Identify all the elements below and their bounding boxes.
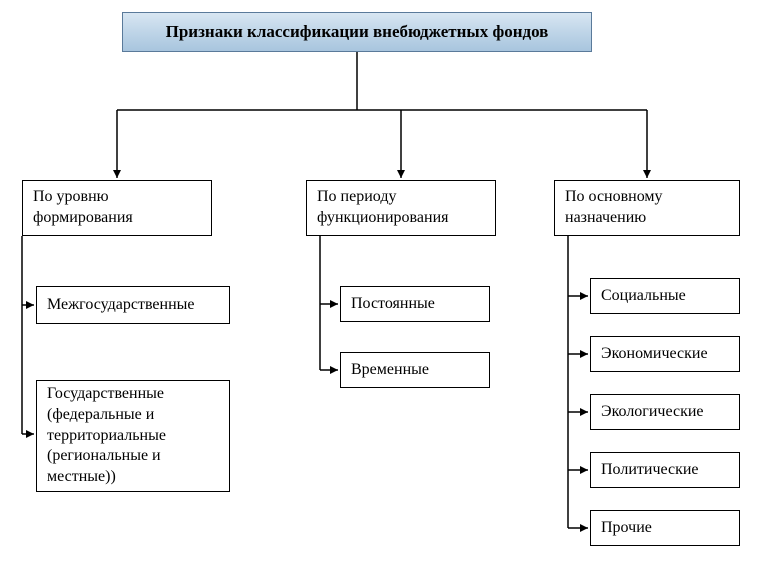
leaf-b2c1: Постоянные (340, 286, 490, 322)
diagram-title: Признаки классификации внебюджетных фонд… (122, 12, 592, 52)
leaf-b1c1: Межгосударственные (36, 286, 230, 324)
leaf-b3c5: Прочие (590, 510, 740, 546)
branch-header-b2: По периоду функционирования (306, 180, 496, 236)
leaf-b3c1: Социальные (590, 278, 740, 314)
leaf-b2c2: Временные (340, 352, 490, 388)
leaf-b1c2: Государственные (федеральные и территори… (36, 380, 230, 492)
branch-header-b3: По основному назначению (554, 180, 740, 236)
leaf-b3c2: Экономические (590, 336, 740, 372)
leaf-b3c3: Экологические (590, 394, 740, 430)
branch-header-b1: По уровню формирования (22, 180, 212, 236)
leaf-b3c4: Политические (590, 452, 740, 488)
